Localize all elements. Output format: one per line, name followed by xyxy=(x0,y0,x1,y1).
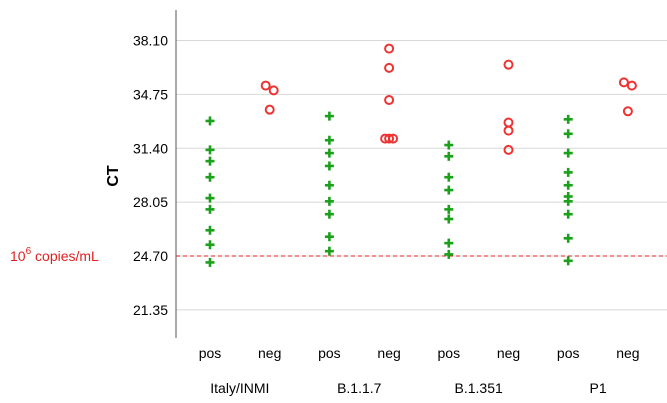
plus-marker xyxy=(324,196,334,206)
plus-marker xyxy=(563,209,573,219)
plus-marker xyxy=(205,145,215,155)
plus-marker xyxy=(444,185,454,195)
x-group-label: B.1.1.7 xyxy=(337,380,382,396)
circle-marker xyxy=(260,80,271,91)
plus-marker xyxy=(444,172,454,182)
plus-marker xyxy=(444,214,454,224)
x-category-label: neg xyxy=(377,345,400,361)
plus-marker xyxy=(205,172,215,182)
plus-marker xyxy=(563,114,573,124)
plus-marker xyxy=(324,135,334,145)
plus-marker xyxy=(563,167,573,177)
plus-marker xyxy=(205,225,215,235)
circle-marker xyxy=(618,77,629,88)
circle-marker xyxy=(264,104,275,115)
y-tick-label: 38.10 xyxy=(133,33,168,49)
plus-marker xyxy=(205,116,215,126)
y-axis-label: CT xyxy=(105,165,122,187)
plus-marker xyxy=(444,249,454,259)
x-category-label: neg xyxy=(497,345,520,361)
circle-marker xyxy=(622,106,633,117)
circle-marker xyxy=(503,125,514,136)
plus-marker xyxy=(563,256,573,266)
x-group-label: P1 xyxy=(589,380,606,396)
plus-marker xyxy=(324,148,334,158)
reference-line-label: 106 copies/mL xyxy=(10,246,99,264)
plus-marker xyxy=(563,148,573,158)
y-tick-label: 34.75 xyxy=(133,86,168,102)
plus-marker xyxy=(205,257,215,267)
circle-marker xyxy=(503,144,514,155)
x-category-label: pos xyxy=(438,345,461,361)
plus-marker xyxy=(563,196,573,206)
x-category-label: pos xyxy=(318,345,341,361)
plus-marker xyxy=(205,204,215,214)
plus-marker xyxy=(563,129,573,139)
plus-marker xyxy=(444,140,454,150)
plus-marker xyxy=(324,209,334,219)
y-tick-labels: 38.10 34.75 31.40 28.05 24.70 21.35 xyxy=(133,33,168,318)
reference-label-exponent: 6 xyxy=(26,246,32,257)
y-tick-label: 28.05 xyxy=(133,194,168,210)
y-tick-label: 24.70 xyxy=(133,248,168,264)
x-group-label: B.1.351 xyxy=(455,380,503,396)
data-points xyxy=(205,43,637,267)
circle-marker xyxy=(384,95,395,106)
plus-marker xyxy=(205,193,215,203)
plus-marker xyxy=(444,238,454,248)
circle-marker xyxy=(384,43,395,54)
plus-marker xyxy=(444,151,454,161)
grid-lines xyxy=(176,40,667,311)
plus-marker xyxy=(324,111,334,121)
x-category-label: pos xyxy=(557,345,580,361)
plus-marker xyxy=(205,156,215,166)
circle-marker xyxy=(503,59,514,70)
circle-marker xyxy=(268,85,279,96)
x-category-label: neg xyxy=(258,345,281,361)
circle-marker xyxy=(384,62,395,73)
plus-marker xyxy=(324,246,334,256)
circle-marker xyxy=(503,117,514,128)
reference-label-rest: copies/mL xyxy=(31,248,99,264)
circle-marker xyxy=(388,133,399,144)
x-category-labels: pos neg pos neg pos neg pos neg xyxy=(199,345,640,361)
plus-marker xyxy=(324,180,334,190)
y-tick-label: 21.35 xyxy=(133,302,168,318)
reference-label-base: 10 xyxy=(10,248,26,264)
circle-marker xyxy=(626,80,637,91)
x-group-label: Italy/INMI xyxy=(210,380,269,396)
x-group-labels: Italy/INMI B.1.1.7 B.1.351 P1 xyxy=(210,380,607,396)
y-tick-label: 31.40 xyxy=(133,140,168,156)
plus-marker xyxy=(444,204,454,214)
circle-marker xyxy=(384,133,395,144)
plus-marker xyxy=(324,161,334,171)
plus-marker xyxy=(563,233,573,243)
plus-marker xyxy=(205,240,215,250)
x-category-label: neg xyxy=(616,345,639,361)
x-category-label: pos xyxy=(199,345,222,361)
plus-marker xyxy=(324,232,334,242)
plus-marker xyxy=(563,180,573,190)
